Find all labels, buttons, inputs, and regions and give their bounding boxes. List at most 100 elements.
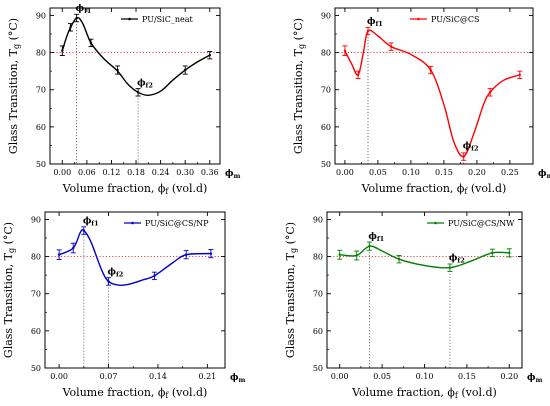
data-point (448, 266, 452, 269)
y-tick-label: 50 (321, 160, 331, 169)
data-point (462, 155, 465, 158)
plot-frame (44, 211, 226, 369)
x-tick-label: 0.18 (127, 168, 145, 177)
annotation-symbol: ϕ (137, 78, 146, 88)
data-point (75, 16, 78, 20)
data-point (136, 91, 140, 94)
phi-m-subscript: m (238, 376, 245, 384)
y-axis-label-unit: (°C) (284, 222, 297, 248)
data-point (61, 49, 64, 52)
data-point (107, 280, 110, 283)
x-tick-label: 0.10 (402, 168, 420, 177)
plot-frame (49, 7, 221, 165)
y-axis-label: Glass Transition, Tg (°C) (7, 18, 21, 154)
annotation-subscript: f1 (91, 220, 98, 228)
y-axis-label-unit: (°C) (7, 18, 20, 44)
plot-frame (326, 211, 523, 369)
series-curve (339, 245, 510, 269)
data-point (82, 229, 86, 232)
data-point (89, 41, 93, 45)
x-axis-label: Volume fraction, ϕf (vol.d) (351, 386, 497, 400)
data-point (208, 53, 211, 57)
phi-m-subscript: m (535, 376, 542, 384)
x-axis-label-unit: (vol.d) (458, 386, 497, 399)
y-tick-label: 80 (313, 253, 323, 262)
phi-m-symbol: ϕ (230, 373, 239, 383)
annotation-symbol: ϕ (367, 17, 376, 27)
annotation-symbol: ϕ (83, 217, 92, 227)
x-axis-label-sub: f (464, 187, 468, 196)
y-tick-label: 60 (31, 327, 41, 336)
data-point (209, 252, 213, 255)
x-tick-label: 0.24 (152, 168, 170, 177)
y-axis-label-unit: (°C) (2, 222, 15, 248)
x-tick-label: 0.06 (78, 168, 96, 177)
y-tick-label: 60 (313, 327, 323, 336)
x-tick-label: 0.00 (50, 372, 68, 381)
annotation-subscript: f2 (146, 81, 153, 89)
y-tick-label: 50 (31, 364, 41, 373)
data-point (116, 68, 119, 72)
phi-m-subscript: m (546, 172, 550, 180)
phi-m-label: ϕm (527, 373, 542, 384)
series-curve (344, 29, 521, 158)
legend-label: PU/SiC@CS/NW (448, 219, 515, 228)
y-tick-label: 60 (321, 123, 331, 132)
legend-label: PU/SiC_neat (142, 15, 193, 24)
data-point (183, 68, 187, 72)
series-curve (61, 16, 211, 96)
x-tick-label: 0.10 (416, 372, 434, 381)
x-tick-label: 0.00 (53, 168, 71, 177)
annotation-f2: ϕf2 (108, 267, 124, 278)
annotation-f1: ϕf1 (368, 232, 384, 243)
annotation-f1: ϕf1 (367, 17, 383, 28)
x-tick-label: 0.05 (373, 372, 391, 381)
data-point (69, 26, 72, 29)
annotation-subscript: f2 (116, 270, 123, 278)
x-axis-label: Volume fraction, ϕf (vol.d) (62, 386, 208, 400)
y-axis-label-main: Glass Transition, T (284, 252, 297, 358)
y-axis-label-main: Glass Transition, T (2, 252, 15, 358)
y-axis-label-sub: g (12, 44, 21, 49)
y-tick-label: 70 (31, 290, 41, 299)
y-axis-label-main: Glass Transition, T (7, 48, 20, 154)
x-tick-label: 0.15 (435, 168, 453, 177)
annotation-subscript: f1 (84, 7, 91, 15)
y-axis-label-sub: g (297, 44, 306, 49)
phi-m-label: ϕm (538, 169, 550, 180)
annotation-subscript: f2 (457, 257, 464, 265)
data-point (508, 251, 511, 255)
legend-swatch-marker (417, 17, 420, 21)
x-tick-label: 0.15 (458, 372, 476, 381)
data-point (338, 253, 341, 256)
x-tick-label: 0.00 (336, 168, 354, 177)
x-axis-label-sub: f (165, 391, 169, 400)
legend-swatch-marker (131, 221, 134, 225)
legend-swatch-marker (434, 221, 437, 225)
phi-m-symbol: ϕ (527, 373, 536, 383)
x-axis-label-unit: (vol.d) (168, 182, 207, 195)
y-tick-label: 50 (313, 364, 323, 373)
data-point (368, 244, 371, 248)
data-point (389, 45, 393, 48)
annotation-f2: ϕf2 (449, 254, 465, 265)
data-point (57, 253, 61, 256)
y-tick-label: 50 (36, 160, 46, 169)
y-axis-label: Glass Transition, Tg (°C) (2, 222, 16, 358)
x-tick-label: 0.05 (369, 168, 387, 177)
data-point (518, 73, 521, 77)
annotation-f1: ϕf1 (76, 4, 92, 15)
annotation-subscript: f1 (375, 20, 382, 28)
x-axis-label-sub: f (165, 187, 169, 196)
x-tick-label: 0.20 (500, 372, 518, 381)
legend-swatch-marker (128, 17, 131, 21)
x-axis-label-sub: f (455, 391, 459, 400)
annotation-f2: ϕf2 (137, 78, 153, 89)
y-axis-label-unit: (°C) (292, 18, 305, 44)
x-tick-label: 0.30 (176, 168, 194, 177)
